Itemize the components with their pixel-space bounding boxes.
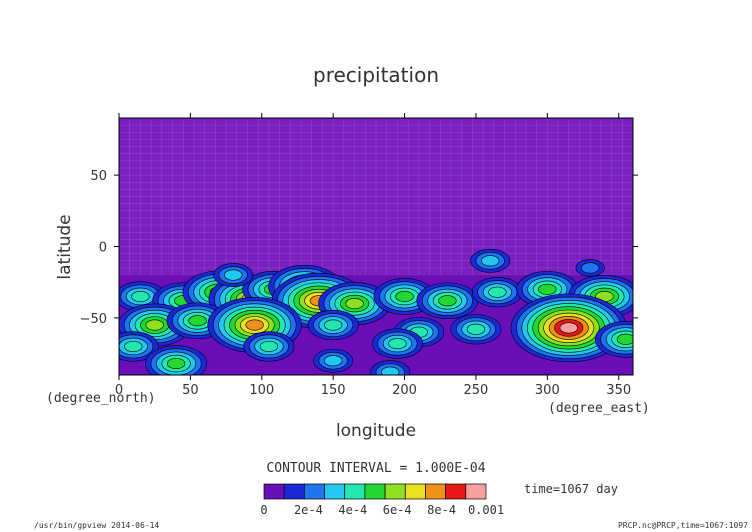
y-tick-label: −50	[80, 312, 107, 327]
x-tick-label: 200	[392, 383, 417, 398]
footer-left: /usr/bin/gpview 2014-06-14	[34, 521, 159, 530]
x-tick-label: 0	[115, 383, 123, 398]
colorbar-swatch	[404, 483, 426, 500]
x-tick-label: 100	[249, 383, 274, 398]
y-tick-label: 50	[90, 169, 107, 184]
colorbar-tick-label: 4e-4	[338, 503, 367, 517]
contour-features	[119, 248, 633, 375]
x-tick-label: 350	[606, 383, 631, 398]
colorbar-swatch	[384, 483, 406, 500]
contour-level-4	[131, 290, 150, 302]
contour-interval-text: CONTOUR INTERVAL = 1.000E-04	[266, 461, 485, 476]
footer-right: PRCP.nc@PRCP,time=1067:1097	[618, 521, 748, 530]
y-axis-ticks: 50 0 −50	[80, 169, 638, 327]
plot-area	[118, 117, 634, 376]
x-axis-unit: (degree_east)	[548, 401, 650, 416]
contour-level-8	[245, 319, 264, 331]
colorbar-swatch	[324, 483, 346, 500]
colorbar-swatch	[425, 483, 446, 500]
contour-level-4	[466, 323, 486, 335]
colorbar-swatch	[344, 483, 366, 500]
colorbar-tick-label: 6e-4	[383, 503, 412, 517]
colorbar-swatch	[304, 483, 325, 500]
colorbar-tick-label: 0.001	[468, 503, 504, 517]
x-tick-label: 300	[535, 383, 560, 398]
colorbar-tick-label: 2e-4	[294, 503, 323, 517]
contour-level-4	[259, 340, 279, 352]
contour-level-5	[538, 283, 557, 295]
contour-level-3	[224, 269, 243, 281]
contour-level-5	[395, 290, 414, 302]
x-tick-label: 250	[464, 383, 489, 398]
colorbar-swatch	[445, 483, 467, 500]
contour-level-4	[388, 338, 407, 350]
colorbar-tick-label: 0	[260, 503, 267, 517]
contour-level-5	[438, 295, 457, 307]
contour-level-5	[166, 358, 186, 370]
colorbar-swatch	[364, 483, 386, 500]
y-tick-label: 0	[99, 241, 107, 256]
colorbar-labels: 0 2e-4 4e-4 6e-4 8e-4 0.001	[260, 503, 504, 517]
contour-level-4	[124, 340, 143, 352]
contour-level-5	[616, 333, 633, 345]
colorbar-swatch	[465, 483, 487, 500]
x-axis-label: longitude	[336, 421, 416, 441]
contour-level-3	[381, 366, 400, 375]
contour-level-5	[188, 315, 207, 327]
contour-level-3	[481, 255, 500, 267]
colorbar-swatch	[263, 483, 285, 500]
y-axis-unit: (degree_north)	[46, 391, 156, 406]
contour-level-2	[581, 262, 600, 274]
y-axis-label: latitude	[55, 214, 75, 279]
contour-level-10	[559, 322, 578, 334]
contour-level-6	[145, 319, 164, 331]
contour-level-3	[324, 355, 343, 367]
colorbar-swatch	[283, 483, 305, 500]
contour-level-6	[345, 298, 364, 310]
contour-level-4	[324, 319, 343, 331]
x-tick-label: 50	[182, 383, 199, 398]
contour-level-4	[488, 286, 507, 298]
chart-title: precipitation	[313, 63, 439, 87]
x-axis-ticks: 0 50 100 150 200 250 300 350	[115, 113, 631, 398]
time-label: time=1067 day	[524, 482, 618, 496]
colorbar	[263, 483, 487, 500]
x-tick-label: 150	[321, 383, 346, 398]
colorbar-tick-label: 8e-4	[427, 503, 456, 517]
